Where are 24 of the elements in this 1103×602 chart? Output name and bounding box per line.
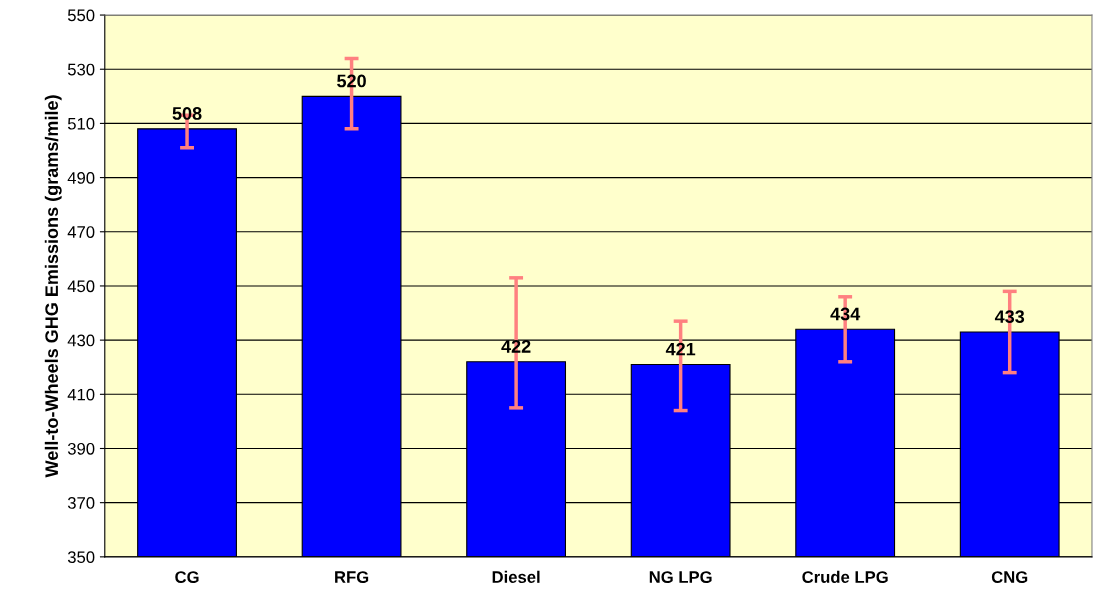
x-tick-label: Crude LPG bbox=[802, 570, 888, 583]
y-tick-label: 470 bbox=[67, 226, 95, 238]
x-tick-label: CG bbox=[175, 571, 199, 583]
data-label: 422 bbox=[501, 340, 531, 353]
y-tick-label: 430 bbox=[67, 334, 95, 347]
y-axis-title: Well-to-Wheels GHG Emissions (grams/mile) bbox=[44, 95, 62, 478]
y-tick-label: 510 bbox=[67, 117, 95, 130]
x-tick-label: Diesel bbox=[492, 570, 540, 583]
x-tick-label: NG LPG bbox=[649, 571, 712, 583]
y-tick-label: 350 bbox=[67, 551, 95, 564]
y-tick-label: 370 bbox=[67, 497, 95, 509]
y-tick-label: 550 bbox=[67, 9, 95, 22]
data-label: 421 bbox=[665, 342, 696, 356]
x-tick-label: RFG bbox=[335, 571, 369, 583]
y-tick-label: 410 bbox=[67, 388, 95, 401]
data-label: 508 bbox=[172, 107, 202, 120]
data-label: 433 bbox=[994, 310, 1025, 324]
y-tick-label: 490 bbox=[67, 171, 95, 184]
y-tick-label: 530 bbox=[67, 63, 95, 76]
y-tick-label: 450 bbox=[67, 280, 95, 293]
y-tick-label: 390 bbox=[67, 442, 95, 455]
data-label: 520 bbox=[337, 74, 366, 88]
x-tick-label: CNG bbox=[991, 571, 1028, 583]
data-label: 434 bbox=[830, 307, 861, 321]
